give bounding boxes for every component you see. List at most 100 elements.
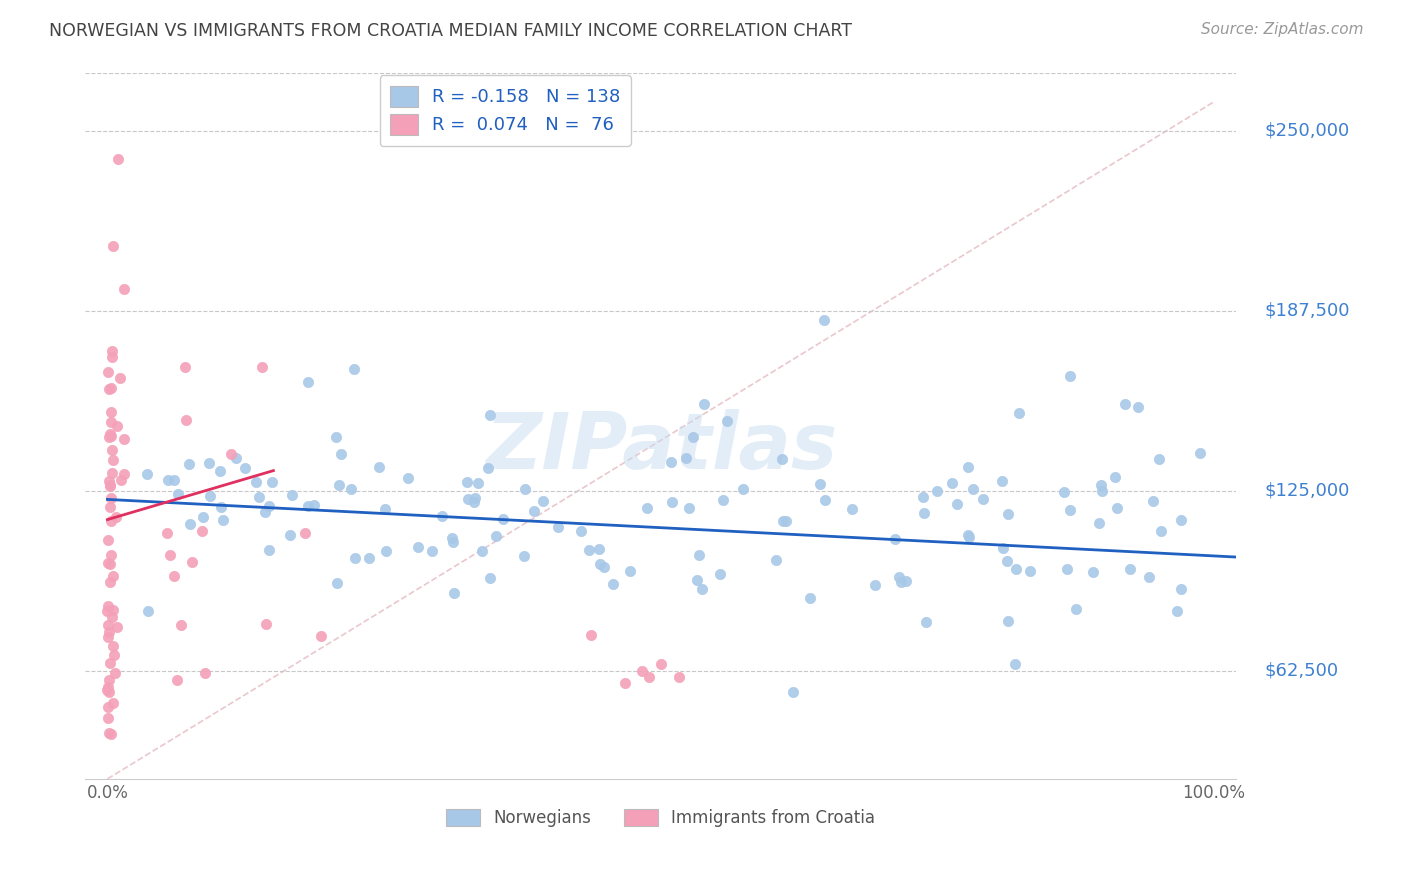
Point [690,582,713,596]
Point [1064,602,1087,616]
Point [915,615,938,629]
Point [1019,564,1042,578]
Point [100,727,122,741]
Point [235,460,257,475]
Point [253,505,276,519]
Point [1170,513,1192,527]
Point [159,548,181,562]
Point [990,474,1012,488]
Point [105,418,128,433]
Point [101,610,124,624]
Point [297,375,319,389]
Point [97,711,120,725]
Point [814,493,837,508]
Point [112,432,135,446]
Point [1128,400,1150,414]
Point [464,491,486,505]
Point [716,414,738,428]
Point [280,528,302,542]
Point [765,553,787,567]
Point [100,382,122,396]
Point [98,574,121,589]
Point [678,500,700,515]
Point [101,350,124,364]
Point [686,573,709,587]
Text: $187,500: $187,500 [1265,301,1350,319]
Point [329,446,352,460]
Point [957,527,980,541]
Point [1142,493,1164,508]
Point [194,666,217,681]
Point [443,586,465,600]
Point [368,459,391,474]
Point [957,459,980,474]
Point [492,512,515,526]
Point [343,362,366,376]
Point [259,542,281,557]
Point [97,474,120,488]
Point [772,514,794,528]
Point [1150,524,1173,538]
Point [1104,469,1126,483]
Point [682,430,704,444]
Point [1004,657,1026,671]
Point [1166,604,1188,618]
Point [107,620,129,634]
Point [1059,368,1081,383]
Point [135,467,157,481]
Point [927,483,949,498]
Point [245,475,267,489]
Point [174,359,197,374]
Point [884,532,907,546]
Point [613,675,636,690]
Point [219,447,242,461]
Point [136,604,159,618]
Text: Source: ZipAtlas.com: Source: ZipAtlas.com [1201,22,1364,37]
Point [101,466,124,480]
Point [602,577,624,591]
Point [1147,452,1170,467]
Point [515,483,537,497]
Point [103,640,125,654]
Point [163,569,186,583]
Point [1105,501,1128,516]
Point [408,540,430,554]
Point [456,475,478,490]
Point [97,700,120,714]
Point [343,551,366,566]
Point [97,533,120,548]
Point [813,313,835,327]
Point [107,153,129,167]
Point [97,617,120,632]
Point [688,548,710,562]
Point [420,544,443,558]
Point [962,482,984,496]
Point [260,475,283,489]
Point [340,482,363,496]
Point [96,682,118,697]
Point [209,500,232,514]
Point [163,473,186,487]
Point [309,629,332,643]
Point [225,450,247,465]
Point [912,506,935,520]
Legend: Norwegians, Immigrants from Croatia: Norwegians, Immigrants from Croatia [440,803,882,834]
Point [675,451,697,466]
Point [863,578,886,592]
Point [1090,478,1112,492]
Point [993,541,1015,556]
Point [98,726,121,740]
Point [619,564,641,578]
Text: $62,500: $62,500 [1265,662,1339,680]
Point [252,359,274,374]
Point [547,520,569,534]
Point [593,560,616,574]
Point [104,665,127,680]
Point [972,491,994,506]
Point [191,510,214,524]
Point [531,494,554,508]
Point [97,430,120,444]
Point [294,525,316,540]
Point [100,479,122,493]
Point [668,670,690,684]
